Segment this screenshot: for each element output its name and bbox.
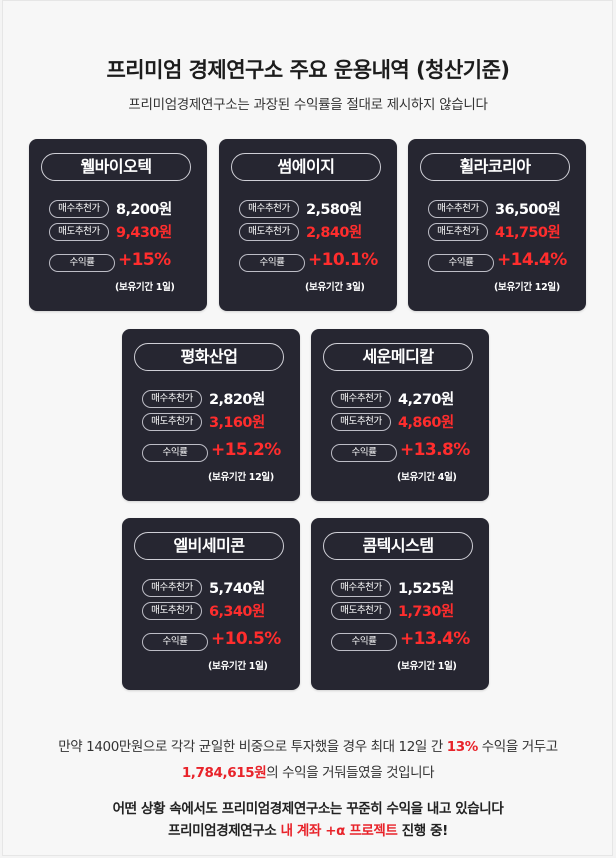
return-value: +10.5% — [211, 629, 281, 649]
sell-price-label: 매도추천가 — [428, 223, 488, 241]
summary-text: 만약 1400만원으로 각각 균일한 비중으로 투자했을 경우 최대 12일 간 — [58, 739, 447, 755]
buy-price-value: 36,500원 — [495, 202, 561, 218]
stock-name: 웰바이오텍 — [41, 153, 191, 181]
stock-name: 휠라코리아 — [420, 153, 570, 181]
sell-price-value: 6,340원 — [209, 604, 265, 620]
closing-line-2: 프리미엄경제연구소 내 계좌 +α 프로젝트 진행 중! — [0, 819, 616, 839]
buy-price-label: 매수추천가 — [49, 200, 109, 218]
holding-period: (보유기간 1일) — [397, 661, 457, 672]
buy-price-value: 8,200원 — [116, 202, 172, 218]
sell-price-label: 매도추천가 — [331, 602, 391, 620]
summary-line-2: 1,784,615원의 수익을 거둬들였을 것입니다 — [0, 761, 616, 781]
page-subtitle: 프리미엄경제연구소는 과장된 수익률을 절대로 제시하지 않습니다 — [128, 97, 488, 113]
holding-period: (보유기간 3일) — [305, 282, 365, 293]
buy-price-value: 2,820원 — [209, 392, 265, 408]
buy-price-label: 매수추천가 — [239, 200, 299, 218]
sell-price-label: 매도추천가 — [331, 413, 391, 431]
sell-price-value: 2,840원 — [306, 225, 362, 241]
sell-price-label: 매도추천가 — [142, 602, 202, 620]
stock-card: 웰바이오텍 매수추천가 8,200원 매도추천가 9,430원 수익률 +15%… — [29, 139, 207, 311]
return-label: 수익률 — [428, 254, 494, 272]
closing-text: 프리미엄경제연구소 — [168, 823, 281, 839]
return-value: +15% — [118, 250, 171, 270]
closing-text: 진행 중! — [397, 823, 449, 839]
stock-name: 평화산업 — [134, 343, 284, 371]
buy-price-value: 4,270원 — [398, 392, 454, 408]
buy-price-value: 5,740원 — [209, 581, 265, 597]
buy-price-value: 1,525원 — [398, 581, 454, 597]
return-value: +13.8% — [400, 440, 470, 460]
project-highlight: 내 계좌 +α 프로젝트 — [280, 823, 398, 839]
return-label: 수익률 — [331, 444, 397, 462]
sell-price-label: 매도추천가 — [142, 413, 202, 431]
holding-period: (보유기간 12일) — [494, 282, 560, 293]
return-label: 수익률 — [239, 254, 305, 272]
buy-price-label: 매수추천가 — [142, 390, 202, 408]
sell-price-value: 3,160원 — [209, 415, 265, 431]
summary-text: 의 수익을 거둬들였을 것입니다 — [266, 765, 435, 781]
stock-name: 엘비세미콘 — [134, 532, 284, 560]
buy-price-value: 2,580원 — [306, 202, 362, 218]
stock-name: 썸에이지 — [231, 153, 381, 181]
stock-card: 평화산업 매수추천가 2,820원 매도추천가 3,160원 수익률 +15.2… — [122, 329, 300, 501]
buy-price-label: 매수추천가 — [428, 200, 488, 218]
stock-name: 콤텍시스템 — [323, 532, 473, 560]
summary-profit-highlight: 1,784,615원 — [181, 765, 267, 781]
holding-period: (보유기간 4일) — [397, 472, 457, 483]
stock-name: 세운메디칼 — [323, 343, 473, 371]
return-value: +13.4% — [400, 629, 470, 649]
return-label: 수익률 — [331, 633, 397, 651]
return-label: 수익률 — [142, 444, 208, 462]
stock-card: 콤텍시스템 매수추천가 1,525원 매도추천가 1,730원 수익률 +13.… — [311, 518, 489, 690]
stock-card: 엘비세미콘 매수추천가 5,740원 매도추천가 6,340원 수익률 +10.… — [122, 518, 300, 690]
stock-card: 썸에이지 매수추천가 2,580원 매도추천가 2,840원 수익률 +10.1… — [219, 139, 397, 311]
sell-price-value: 9,430원 — [116, 225, 172, 241]
stock-card: 세운메디칼 매수추천가 4,270원 매도추천가 4,860원 수익률 +13.… — [311, 329, 489, 501]
return-value: +15.2% — [211, 440, 281, 460]
buy-price-label: 매수추천가 — [331, 579, 391, 597]
return-label: 수익률 — [49, 254, 115, 272]
closing-line-1: 어떤 상황 속에서도 프리미엄경제연구소는 꾸준히 수익을 내고 있습니다 — [112, 801, 504, 817]
summary-text: 수익을 거두고 — [477, 739, 558, 755]
buy-price-label: 매수추천가 — [142, 579, 202, 597]
summary-return-highlight: 13% — [446, 739, 479, 755]
holding-period: (보유기간 1일) — [208, 661, 268, 672]
page-title: 프리미엄 경제연구소 주요 운용내역 (청산기준) — [106, 58, 510, 82]
return-label: 수익률 — [142, 633, 208, 651]
holding-period: (보유기간 1일) — [115, 282, 175, 293]
sell-price-value: 1,730원 — [398, 604, 454, 620]
sell-price-value: 41,750원 — [495, 225, 561, 241]
summary-line-1: 만약 1400만원으로 각각 균일한 비중으로 투자했을 경우 최대 12일 간… — [0, 735, 616, 755]
return-value: +10.1% — [308, 250, 378, 270]
sell-price-label: 매도추천가 — [239, 223, 299, 241]
buy-price-label: 매수추천가 — [331, 390, 391, 408]
return-value: +14.4% — [497, 250, 567, 270]
sell-price-label: 매도추천가 — [49, 223, 109, 241]
holding-period: (보유기간 12일) — [208, 472, 274, 483]
stock-card: 휠라코리아 매수추천가 36,500원 매도추천가 41,750원 수익률 +1… — [408, 139, 586, 311]
sell-price-value: 4,860원 — [398, 415, 454, 431]
